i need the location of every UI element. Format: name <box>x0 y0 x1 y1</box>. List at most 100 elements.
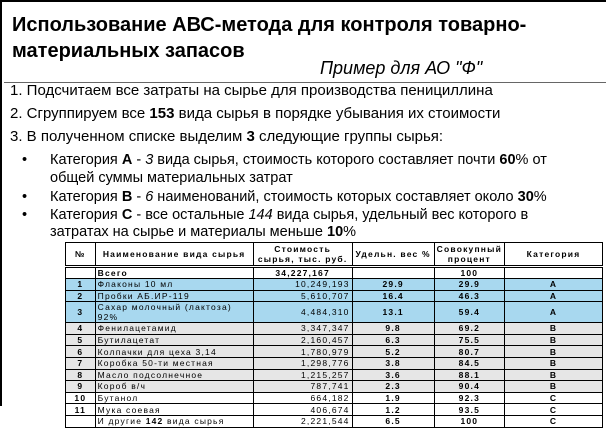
cell: Всего <box>94 266 254 279</box>
step-3: 3. В полученном списке выделим 3 следующ… <box>10 128 443 145</box>
cell: 7 <box>65 356 96 370</box>
abc-table: № Наименование вида сырья Стоимость сырь… <box>65 242 603 428</box>
cell: 100 <box>433 266 506 279</box>
cell: 80.7 <box>433 345 506 358</box>
cell: 100 <box>433 414 506 428</box>
cell: 6.3 <box>351 333 435 347</box>
table-row: 4 Фенилацетамид 3,347,347 9.8 69.2 B <box>65 322 603 335</box>
cell: Колпачки для цеха 3,14 <box>94 345 254 358</box>
cell: 2,221,544 <box>252 414 353 428</box>
col-header: Стоимость сырья, тыс. руб. <box>252 242 353 268</box>
table-row: 5 Бутилацетат 2,160,457 6.3 75.5 B <box>65 333 603 347</box>
cell: 3.8 <box>351 356 435 370</box>
table-row: 3 Сахар молочный (лактоза) 92% 4,484,310 13… <box>65 301 603 324</box>
cell: B <box>504 322 603 335</box>
table-row: 6 Колпачки для цеха 3,14 1,780,979 5.2 80.7 B <box>65 345 603 358</box>
cell: 84.5 <box>433 356 506 370</box>
cell: B <box>504 345 603 358</box>
t: 6 <box>145 189 154 205</box>
cell: 75.5 <box>433 333 506 347</box>
cell: 8 <box>65 368 96 382</box>
table-row: 7 Коробка 50-ти местная 1,298,776 3.8 84.5 B <box>65 356 603 370</box>
t: Категория <box>50 152 122 168</box>
step-1: 1. Подсчитаем все затраты на сырье для п… <box>10 82 493 99</box>
total-row: Всего 34,227,167 100 <box>65 266 603 279</box>
t: И другие <box>97 416 146 427</box>
col-header: Совокупный процент <box>433 242 506 268</box>
t: вида сырья <box>163 416 225 427</box>
step-number: 153 <box>149 105 175 122</box>
bullet-icon: • <box>22 207 28 223</box>
cell: Бутанол <box>94 391 254 405</box>
bullet-c: Категория С - все остальные 144 вида сыр… <box>50 207 528 223</box>
t: 3 <box>145 152 154 168</box>
cell <box>65 414 96 428</box>
cell <box>351 266 435 279</box>
cell: B <box>504 356 603 370</box>
cell: 10 <box>65 391 96 405</box>
cell: B <box>504 368 603 382</box>
slide-subtitle: Пример для АО "Ф" <box>320 58 483 78</box>
cell: 1.9 <box>351 391 435 405</box>
t: % <box>533 189 547 205</box>
cell: 1 <box>65 278 96 291</box>
t: Категория <box>50 189 122 205</box>
cell: 664,182 <box>252 391 353 405</box>
col-header: Удельн. вес % <box>351 242 435 268</box>
cell: A <box>504 301 603 324</box>
step-number: 3 <box>246 128 255 145</box>
cell: 787,741 <box>252 380 353 393</box>
t: - <box>132 189 146 205</box>
cell: 2 <box>65 289 96 303</box>
col-header: Категория <box>504 242 603 268</box>
others-row: И другие 142 вида сырья 2,221,544 6.5 10… <box>65 414 603 428</box>
cell: 3,347,347 <box>252 322 353 335</box>
bullet-icon: • <box>22 152 28 168</box>
step-text: 2. Сгруппируем все <box>10 105 150 122</box>
cell: 13.1 <box>351 301 435 324</box>
t: 142 <box>145 416 164 427</box>
t: наименований, стоимость которых составля… <box>153 189 518 205</box>
table-row: 10 Бутанол 664,182 1.9 92.3 C <box>65 391 603 405</box>
cell: 9.8 <box>351 322 435 335</box>
cell: 6.5 <box>351 414 435 428</box>
bullet-a-line2: общей суммы материальных затрат <box>50 170 293 186</box>
t: 144 <box>248 207 273 223</box>
cell: 59.4 <box>433 301 506 324</box>
bullet-icon: • <box>22 189 28 205</box>
t: 10 <box>327 224 344 240</box>
t: В <box>121 189 133 205</box>
cell: 34,227,167 <box>252 266 353 279</box>
bullet-a: Категория А - 3 вида сырья, стоимость ко… <box>50 152 547 168</box>
cell: 29.9 <box>433 278 506 291</box>
step-text: 3. В полученном списке выделим <box>10 128 247 145</box>
cell: 92.3 <box>433 391 506 405</box>
cell: 10,249,193 <box>252 278 353 291</box>
cell: Бутилацетат <box>94 333 254 347</box>
cell: Коробка 50-ти местная <box>94 356 254 370</box>
cell: Масло подсолнечное <box>94 368 254 382</box>
cell: 88.1 <box>433 368 506 382</box>
t: - <box>132 152 146 168</box>
cell: 1,298,776 <box>252 356 353 370</box>
cell <box>504 266 603 279</box>
cell: 46.3 <box>433 289 506 303</box>
cell: 69.2 <box>433 322 506 335</box>
t: вида сырья, удельный вес которого в <box>272 207 529 223</box>
t: 30 <box>517 189 534 205</box>
step-text: вида сырья в порядке убывания их стоимос… <box>174 105 501 122</box>
cell: 1,215,257 <box>252 368 353 382</box>
cell: Пробки АБ.ИР-119 <box>94 289 254 303</box>
cell <box>65 266 96 279</box>
cell: 2,160,457 <box>252 333 353 347</box>
cell: Фенилацетамид <box>94 322 254 335</box>
cell: B <box>504 333 603 347</box>
step-text: 1. Подсчитаем все затраты на сырье для п… <box>10 82 493 99</box>
cell: 2.3 <box>351 380 435 393</box>
cell: 16.4 <box>351 289 435 303</box>
t: - все остальные <box>132 207 249 223</box>
bullet-b: Категория В - 6 наименований, стоимость … <box>50 189 547 205</box>
cell: 5 <box>65 333 96 347</box>
cell: 1,780,979 <box>252 345 353 358</box>
